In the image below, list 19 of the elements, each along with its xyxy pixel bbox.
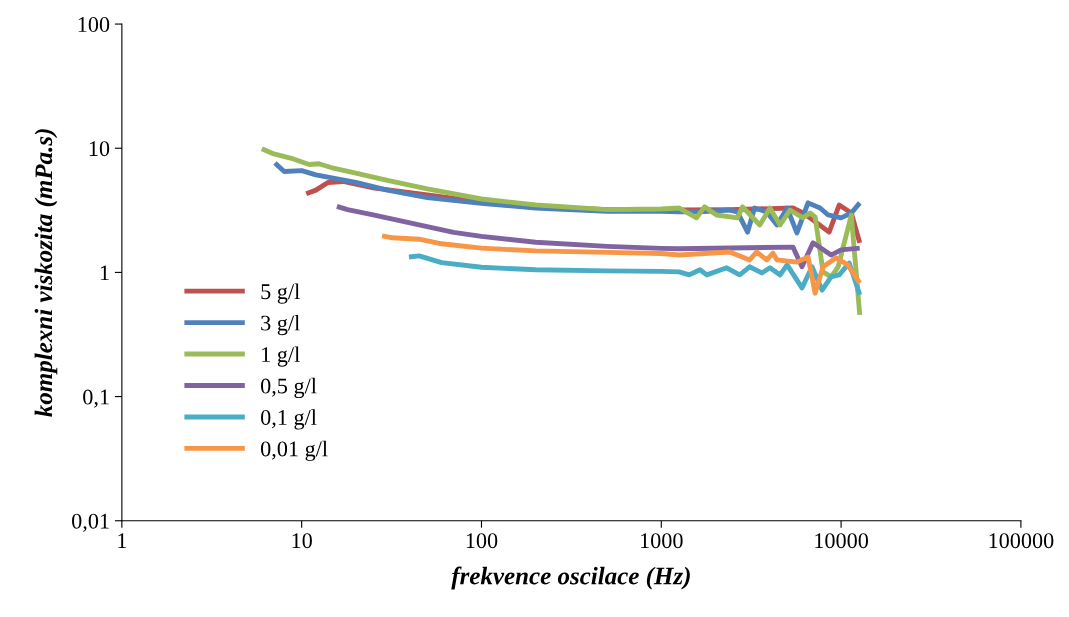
legend-label: 0,01 g/l bbox=[261, 440, 328, 462]
legend-label: 3 g/l bbox=[261, 314, 300, 336]
x-tick-label: 100 bbox=[466, 533, 498, 549]
legend-label: 0,5 g/l bbox=[261, 377, 317, 399]
x-axis-title: frekvence oscilace (Hz) bbox=[451, 566, 690, 590]
y-tick-label: 1 bbox=[100, 265, 109, 281]
y-tick-label: 0,01 bbox=[72, 513, 109, 532]
x-tick-label: 1000 bbox=[641, 533, 683, 549]
x-tick-label: 10 bbox=[292, 533, 312, 549]
y-tick-label: 100 bbox=[78, 17, 110, 32]
x-tick-label: 100000 bbox=[989, 533, 1054, 549]
y-axis-title: komplexni viskozita (mPa.s) bbox=[34, 129, 58, 417]
x-tick-label: 10000 bbox=[815, 533, 869, 549]
x-tick-label: 1 bbox=[118, 533, 127, 548]
legend-label: 0,1 g/l bbox=[261, 409, 317, 430]
legend-label: 1 g/l bbox=[262, 346, 300, 367]
y-tick-label: 0,1 bbox=[83, 389, 109, 408]
legend-label: 5 g/l bbox=[261, 283, 300, 304]
y-tick-label: 10 bbox=[89, 141, 110, 157]
